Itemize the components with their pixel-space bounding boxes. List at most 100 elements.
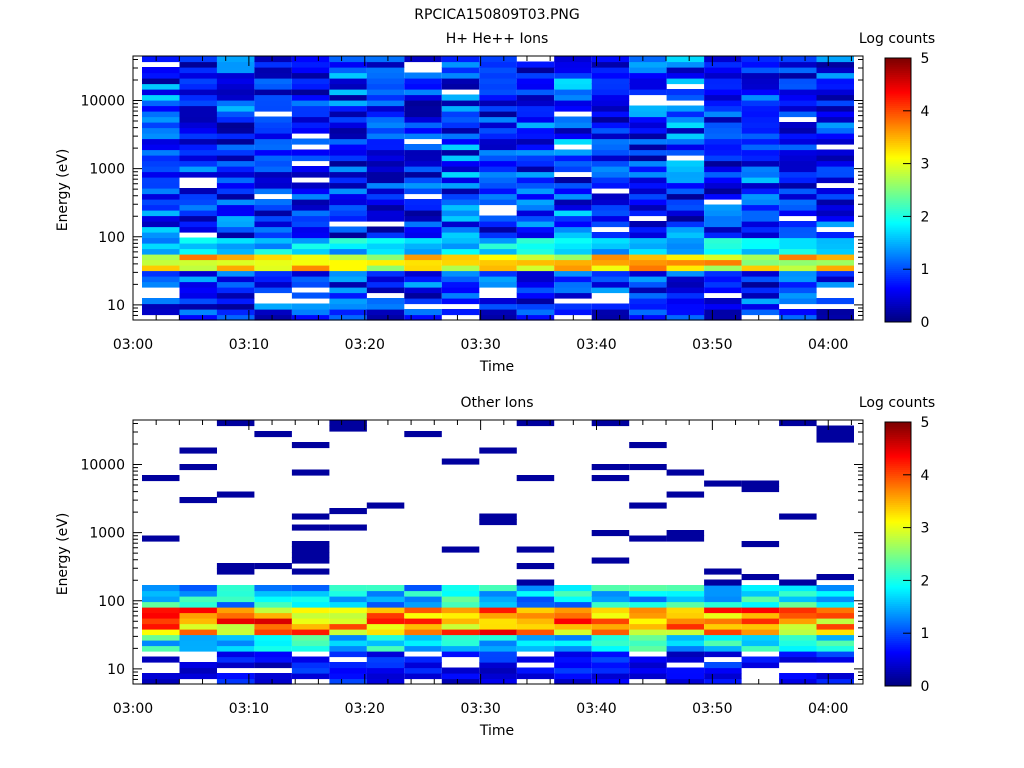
heatmap-cell — [366, 188, 405, 195]
heatmap-cell — [142, 601, 180, 608]
heatmap-cell — [329, 618, 367, 625]
heatmap-cell — [479, 596, 517, 603]
colorbar-swatch — [885, 179, 911, 183]
heatmap-cell — [479, 226, 517, 233]
heatmap-cell — [704, 265, 742, 272]
heatmap-cell — [142, 116, 180, 123]
heatmap-cell — [441, 640, 480, 647]
heatmap-cell — [441, 122, 480, 129]
colorbar-swatch — [885, 644, 911, 648]
colorbar-swatch — [885, 115, 911, 119]
heatmap-cell — [779, 281, 817, 288]
heatmap-cell — [291, 667, 330, 674]
heatmap-cell — [254, 640, 292, 647]
heatmap-cell — [591, 149, 630, 156]
colorbar-swatch — [885, 523, 911, 526]
colorbar-swatch — [885, 481, 911, 485]
colorbar-swatch — [885, 317, 911, 321]
heatmap-cell — [554, 133, 592, 140]
heatmap-cell — [366, 204, 405, 211]
heatmap-cell — [591, 557, 630, 564]
heatmap-cell — [216, 149, 255, 156]
heatmap-cell — [179, 61, 217, 68]
heatmap-cell — [816, 78, 854, 85]
colorbar-swatch — [885, 576, 911, 580]
heatmap-cell — [816, 138, 854, 145]
heatmap-cell — [216, 83, 255, 90]
heatmap-cell — [666, 673, 705, 680]
heatmap-cell — [329, 596, 367, 603]
heatmap-cell — [779, 111, 817, 118]
heatmap-cell — [179, 67, 217, 74]
heatmap-cell — [179, 634, 217, 641]
heatmap-cell — [479, 645, 517, 652]
heatmap-cell — [441, 585, 480, 592]
colorbar-swatch — [885, 595, 911, 598]
colorbar-swatch — [885, 467, 911, 470]
colorbar-swatch — [885, 286, 911, 290]
heatmap-cell — [291, 656, 330, 663]
colorbar-swatch — [885, 60, 911, 63]
heatmap-cell — [479, 607, 517, 614]
heatmap-cell — [366, 83, 405, 90]
heatmap-cell — [516, 155, 555, 162]
heatmap-cell — [142, 309, 180, 316]
heatmap-cell — [441, 210, 480, 217]
heatmap-cell — [366, 612, 405, 619]
heatmap-cell — [216, 662, 255, 669]
colorbar-swatch — [885, 483, 911, 487]
heatmap-cell — [704, 166, 742, 173]
heatmap-cell — [666, 138, 705, 145]
x-tick-label: 03:20 — [345, 337, 385, 353]
colorbar-swatch — [885, 578, 911, 582]
heatmap-cell — [666, 215, 705, 222]
colorbar-swatch — [885, 657, 911, 660]
heatmap-cell — [816, 634, 854, 641]
heatmap-cell — [629, 72, 667, 79]
heatmap-cell — [441, 243, 480, 250]
heatmap-cell — [404, 83, 442, 90]
heatmap-cell — [441, 292, 480, 299]
heatmap-cell — [216, 232, 255, 239]
heatmap-cell — [666, 535, 705, 542]
heatmap-cell — [291, 585, 330, 592]
heatmap-cell — [441, 458, 480, 465]
heatmap-cell — [591, 607, 630, 614]
heatmap-cell — [142, 127, 180, 134]
heatmap-cell — [704, 221, 742, 228]
heatmap-cell — [329, 508, 367, 515]
heatmap-cell — [441, 226, 480, 233]
colorbar-swatch — [885, 615, 911, 619]
heatmap-cell — [179, 127, 217, 134]
heatmap-cell — [741, 623, 780, 630]
heatmap-cell — [329, 651, 367, 658]
heatmap-cell — [479, 111, 517, 118]
colorbar-swatch — [885, 422, 911, 425]
heatmap-cell — [741, 303, 780, 310]
heatmap-cell — [741, 541, 780, 548]
heatmap-cell — [404, 623, 442, 630]
heatmap-cell — [741, 155, 780, 162]
colorbar-swatch — [885, 253, 911, 257]
y-axis-label: Energy (eV) — [55, 149, 71, 232]
heatmap-cell — [291, 673, 330, 680]
heatmap-cell — [179, 629, 217, 636]
heatmap-cell — [779, 160, 817, 167]
heatmap-cell — [366, 155, 405, 162]
heatmap-cell — [179, 188, 217, 195]
heatmap-cell — [816, 188, 854, 195]
heatmap-cell — [666, 265, 705, 272]
colorbar-swatch — [885, 134, 911, 137]
heatmap-cell — [366, 651, 405, 658]
heatmap-cell — [179, 237, 217, 244]
colorbar-swatch — [885, 589, 911, 592]
colorbar-label: Log counts — [859, 31, 935, 47]
heatmap-cell — [629, 177, 667, 184]
colorbar-swatch — [885, 152, 911, 156]
heatmap-cell — [779, 634, 817, 641]
heatmap-cell — [741, 188, 780, 195]
heatmap-cell — [629, 243, 667, 250]
heatmap-cell — [666, 111, 705, 118]
heatmap-cell — [591, 645, 630, 652]
heatmap-cell — [816, 127, 854, 134]
